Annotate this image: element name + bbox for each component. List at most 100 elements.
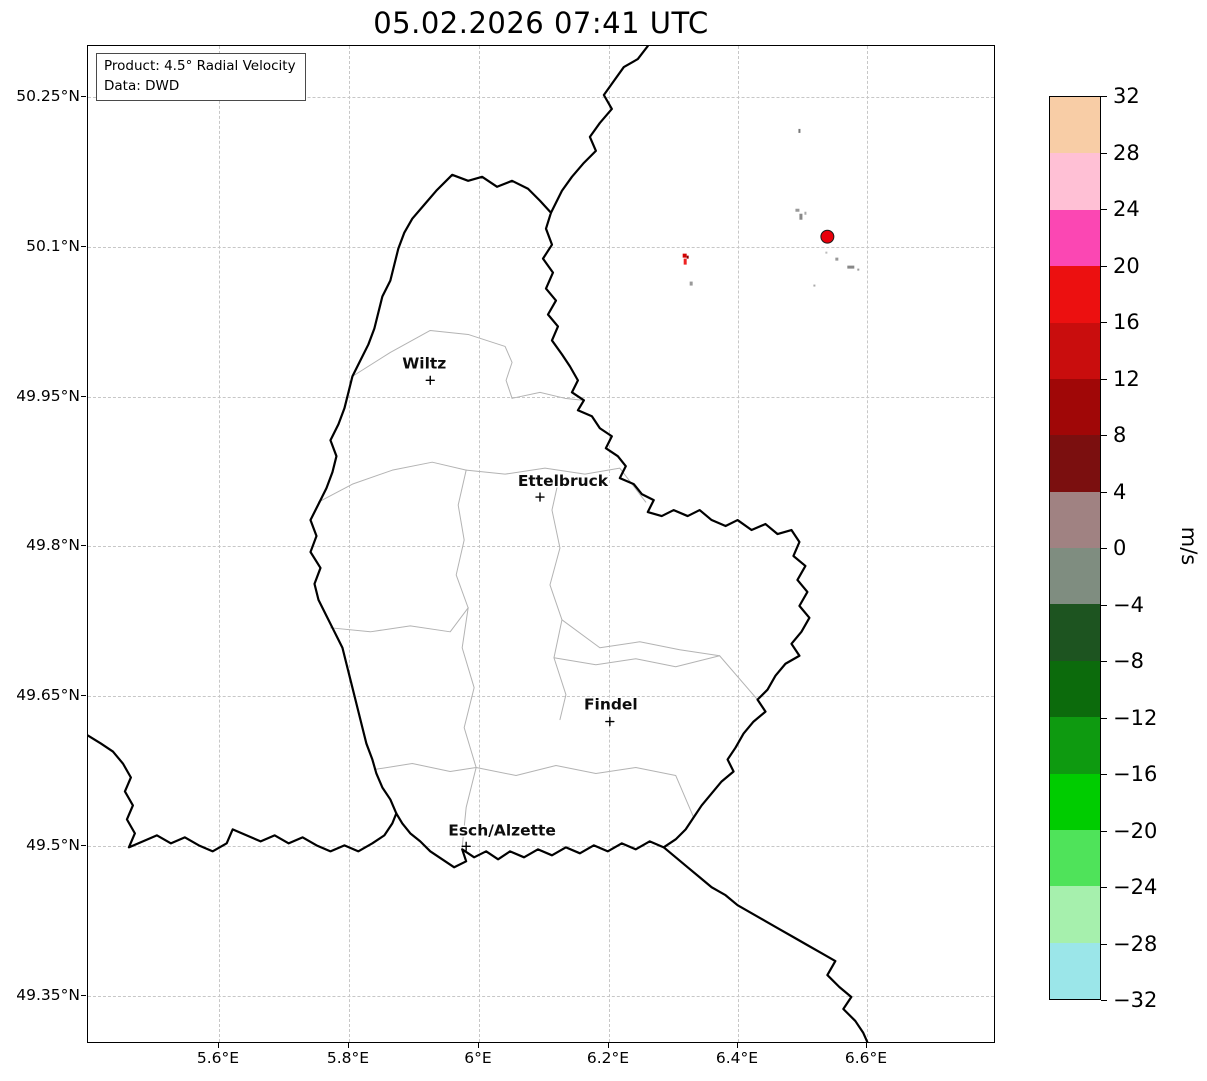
gridline-vertical — [219, 46, 220, 1042]
colorbar-tick-mark — [1101, 435, 1107, 436]
colorbar-segment — [1050, 322, 1100, 379]
x-tick-label: 5.8°E — [326, 1049, 370, 1067]
colorbar-tick-label: −24 — [1113, 875, 1158, 899]
gridline-vertical — [609, 46, 610, 1042]
colorbar-tick-mark — [1101, 774, 1107, 775]
colorbar-unit-label: m/s — [1177, 526, 1202, 566]
gridline-horizontal — [88, 996, 994, 997]
colorbar-tick-mark — [1101, 378, 1107, 380]
map-svg: Wiltz Ettelbruck Findel Esch/Alzette — [88, 46, 869, 1042]
y-tick-label: 49.8°N — [26, 536, 80, 554]
x-tick-mark — [348, 1043, 349, 1048]
colorbar-tick-mark — [1101, 491, 1107, 493]
district-border — [465, 467, 647, 503]
x-tick-label: 6.6°E — [844, 1049, 888, 1067]
gridline-horizontal — [88, 397, 994, 398]
y-tick-mark — [81, 246, 86, 247]
colorbar-tick-mark — [1101, 265, 1107, 267]
district-border — [475, 765, 695, 818]
colorbar-segment — [1050, 829, 1100, 887]
colorbar-segment — [1050, 773, 1100, 830]
neighbor-border — [549, 46, 649, 214]
radar-echo-cell — [798, 128, 801, 133]
info-box-product: Product: 4.5° Radial Velocity — [104, 58, 296, 74]
city-label-esch-alzette: Esch/Alzette — [448, 821, 556, 839]
radar-echo-cell — [795, 208, 800, 212]
district-border — [561, 619, 759, 701]
y-tick-label: 49.95°N — [16, 387, 80, 405]
colorbar-tick-label: 32 — [1113, 84, 1140, 108]
y-tick-mark — [81, 396, 86, 397]
radar-echo-cell — [683, 258, 687, 265]
district-border — [329, 607, 469, 633]
radar-echo-cell — [799, 213, 803, 220]
radar-echo-cell — [686, 255, 689, 259]
gridline-horizontal — [88, 97, 994, 98]
district-border — [553, 655, 721, 668]
colorbar-tick-label: 28 — [1113, 140, 1140, 165]
radar-echo-cell — [857, 268, 860, 271]
colorbar-segment — [1050, 435, 1100, 492]
page-title: 05.02.2026 07:41 UTC — [373, 6, 709, 40]
colorbar-tick-label: −20 — [1113, 818, 1158, 843]
radar-echo-cell — [825, 251, 828, 254]
radar-echo-cell — [835, 257, 839, 261]
colorbar-segment — [1050, 942, 1100, 999]
colorbar-segment — [1050, 266, 1100, 323]
x-tick-label: 6.4°E — [715, 1049, 759, 1067]
x-tick-label: 5.6°E — [196, 1049, 240, 1067]
gridline-vertical — [479, 46, 480, 1042]
colorbar-tick-label: 24 — [1113, 197, 1140, 221]
colorbar-tick-mark — [1101, 152, 1107, 154]
gridline-vertical — [867, 46, 868, 1042]
gridline-horizontal — [88, 696, 994, 697]
colorbar-segment — [1050, 209, 1100, 267]
y-tick-mark — [81, 995, 86, 996]
y-tick-mark — [81, 845, 86, 846]
x-tick-mark — [478, 1043, 479, 1048]
colorbar-tick-mark — [1101, 661, 1107, 662]
colorbar-tick-mark — [1101, 209, 1107, 210]
x-tick-mark — [218, 1043, 219, 1048]
colorbar-tick-label: −4 — [1113, 592, 1144, 617]
gridline-vertical — [349, 46, 350, 1042]
info-box: Product: 4.5° Radial Velocity Data: DWD — [96, 53, 306, 102]
radar-echo-cell — [813, 284, 816, 287]
grid-layer — [88, 46, 994, 1042]
colorbar-tick-mark — [1101, 887, 1107, 888]
y-tick-label: 50.1°N — [26, 237, 80, 255]
x-tick-mark — [608, 1043, 609, 1048]
gridline-horizontal — [88, 846, 994, 847]
district-border — [373, 763, 477, 772]
colorbar-tick-mark — [1101, 830, 1107, 832]
colorbar-tick-label: 0 — [1113, 536, 1127, 560]
x-tick-mark — [737, 1043, 738, 1048]
colorbar-tick-label: 4 — [1113, 479, 1127, 504]
x-tick-label: 6.2°E — [586, 1049, 630, 1067]
district-border — [317, 461, 467, 503]
colorbar-tick-label: −12 — [1113, 705, 1158, 730]
colorbar — [1049, 96, 1101, 1000]
city-marker-esch-alzette — [461, 841, 471, 852]
gridline-vertical — [738, 46, 739, 1042]
colorbar-segment — [1050, 97, 1100, 154]
colorbar-tick-label: −32 — [1113, 988, 1158, 1012]
city-label-ettelbruck: Ettelbruck — [518, 472, 609, 490]
radar-echo-cell — [682, 253, 687, 258]
colorbar-tick-mark — [1101, 96, 1107, 97]
colorbar-tick-mark — [1101, 548, 1107, 549]
colorbar-tick-label: 16 — [1113, 310, 1140, 334]
radar-echo-cell — [689, 281, 693, 286]
district-border — [455, 469, 469, 609]
y-tick-label: 49.35°N — [16, 986, 80, 1004]
colorbar-tick-label: 12 — [1113, 366, 1140, 391]
city-label-findel: Findel — [584, 696, 638, 714]
y-tick-label: 50.25°N — [16, 87, 80, 105]
colorbar-tick-mark — [1101, 322, 1107, 323]
colorbar-tick-label: −16 — [1113, 762, 1158, 786]
colorbar-segment — [1050, 153, 1100, 210]
colorbar-tick-label: −8 — [1113, 649, 1144, 673]
city-marker-findel — [605, 716, 615, 727]
country-border — [309, 173, 811, 869]
colorbar-segment — [1050, 886, 1100, 943]
